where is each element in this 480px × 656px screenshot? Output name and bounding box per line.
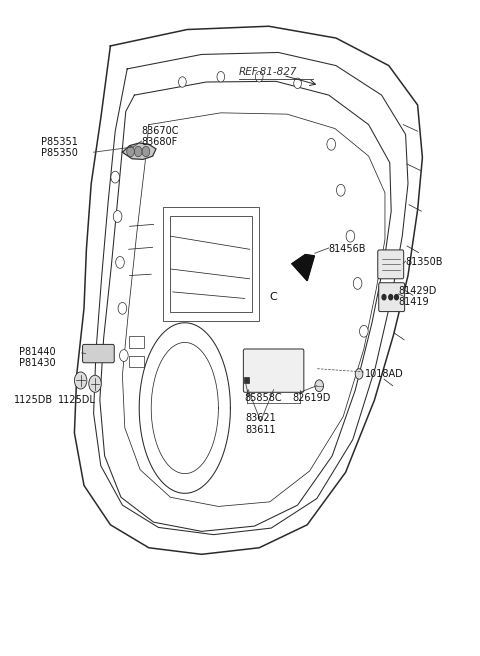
- Text: 83621
83611: 83621 83611: [245, 413, 276, 434]
- Text: 81350B: 81350B: [406, 257, 443, 268]
- Bar: [129, 356, 144, 367]
- FancyBboxPatch shape: [379, 283, 405, 312]
- Bar: [244, 377, 249, 383]
- Text: 85858C: 85858C: [245, 393, 282, 403]
- Circle shape: [116, 256, 124, 268]
- Text: 83670C
83680F: 83670C 83680F: [142, 126, 179, 147]
- Bar: [129, 336, 144, 348]
- Text: 81456B: 81456B: [329, 244, 366, 255]
- Text: REF.81-827: REF.81-827: [239, 67, 298, 77]
- Bar: [163, 207, 259, 321]
- Circle shape: [142, 146, 150, 157]
- Circle shape: [118, 302, 127, 314]
- Circle shape: [217, 72, 225, 82]
- Circle shape: [74, 372, 87, 389]
- Bar: [170, 216, 252, 312]
- Circle shape: [113, 211, 122, 222]
- Text: 1125DL: 1125DL: [58, 395, 96, 405]
- Circle shape: [353, 277, 362, 289]
- Circle shape: [395, 295, 398, 300]
- Circle shape: [179, 77, 186, 87]
- Text: 82619D: 82619D: [293, 393, 331, 403]
- Circle shape: [111, 171, 120, 183]
- Circle shape: [360, 325, 368, 337]
- FancyBboxPatch shape: [243, 349, 304, 392]
- Circle shape: [346, 230, 355, 242]
- Circle shape: [294, 78, 301, 89]
- Text: P81440
P81430: P81440 P81430: [19, 347, 56, 368]
- Polygon shape: [122, 143, 156, 159]
- Circle shape: [315, 380, 324, 392]
- Circle shape: [89, 375, 101, 392]
- Text: 1018AD: 1018AD: [365, 369, 404, 379]
- Circle shape: [120, 350, 128, 361]
- Text: P85351
P85350: P85351 P85350: [41, 137, 78, 158]
- Text: 1125DB: 1125DB: [14, 395, 54, 405]
- Circle shape: [355, 369, 363, 379]
- Circle shape: [134, 146, 142, 157]
- Circle shape: [255, 72, 263, 82]
- Circle shape: [336, 184, 345, 196]
- Circle shape: [382, 295, 386, 300]
- Circle shape: [389, 295, 393, 300]
- Circle shape: [127, 146, 134, 157]
- Text: C: C: [270, 291, 277, 302]
- Text: 81429D
81419: 81429D 81419: [398, 286, 437, 307]
- Circle shape: [327, 138, 336, 150]
- FancyBboxPatch shape: [83, 344, 114, 363]
- FancyBboxPatch shape: [378, 250, 404, 279]
- Polygon shape: [292, 255, 314, 281]
